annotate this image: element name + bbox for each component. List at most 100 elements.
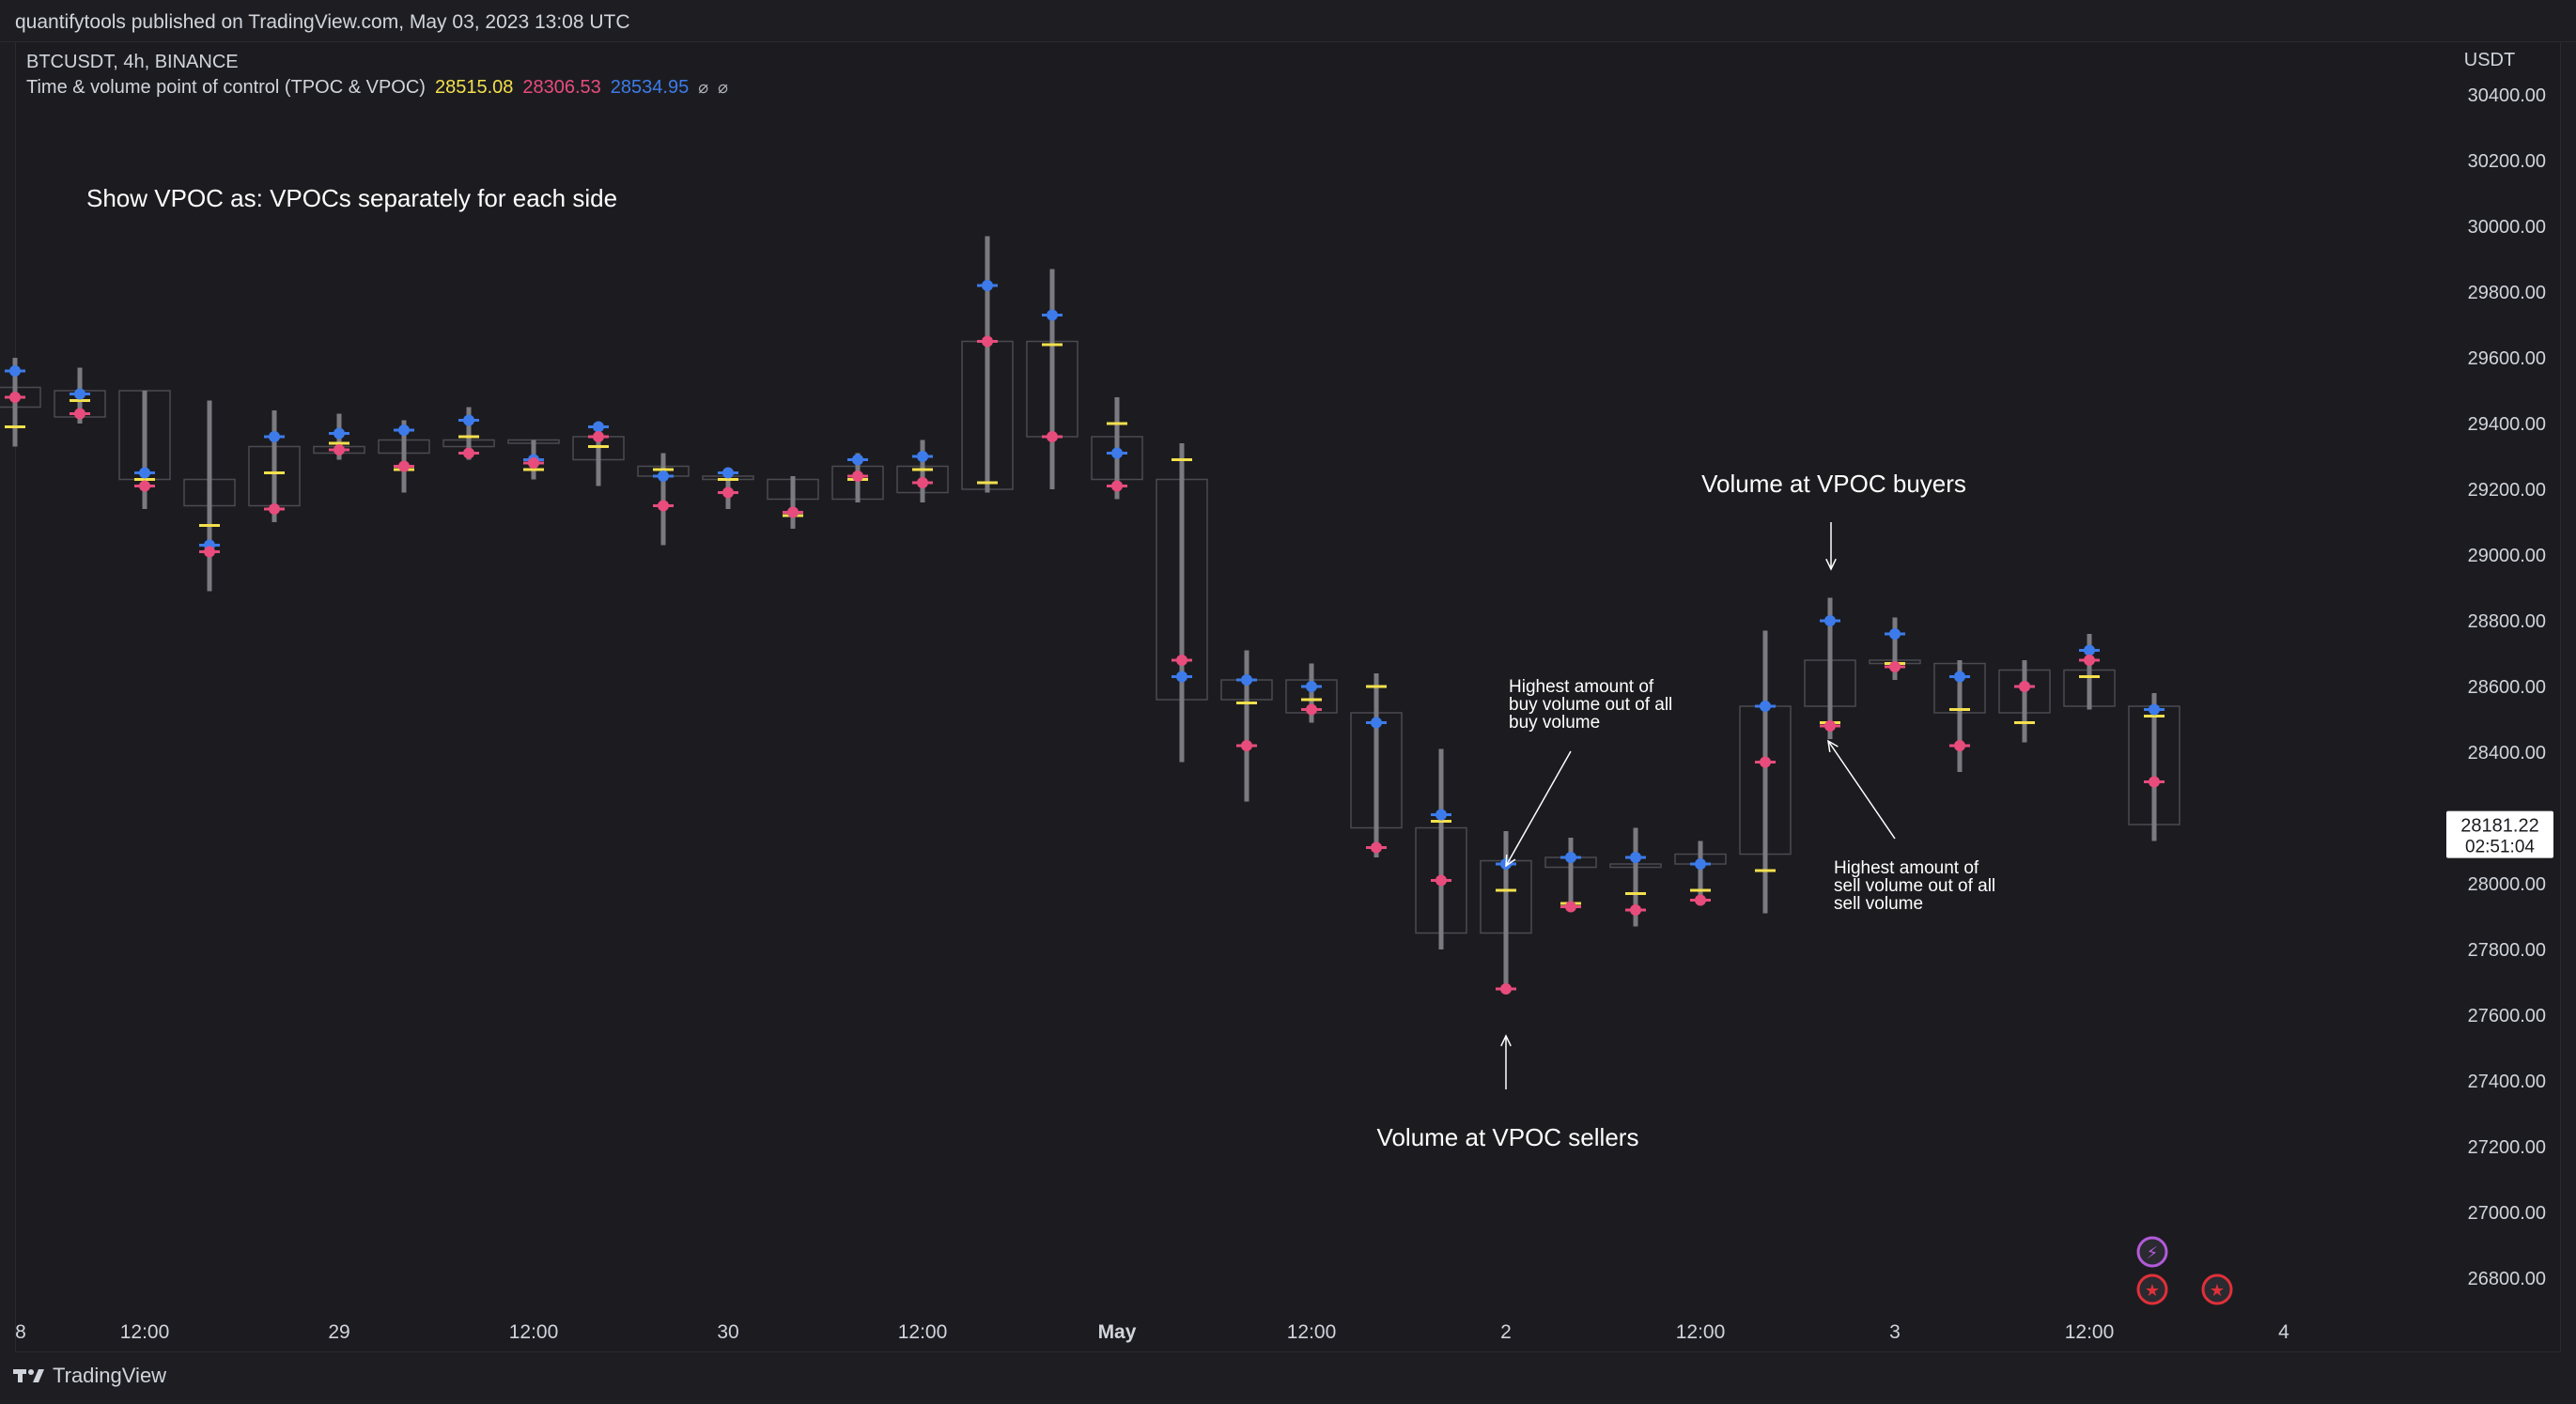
time-tick-label: 8 xyxy=(15,1321,26,1343)
time-tick-label: 3 xyxy=(1889,1321,1901,1343)
lightning-icon[interactable] xyxy=(2136,1236,2168,1268)
vpoc-sell-dot xyxy=(1954,740,1965,751)
vpoc-sell-dot xyxy=(1371,841,1382,854)
vpoc-sell-dot xyxy=(593,431,604,442)
footer-bar xyxy=(0,1352,2576,1404)
vpoc-buy-dot xyxy=(9,365,21,377)
price-tick-label: 26800.00 xyxy=(2468,1269,2546,1289)
indicator-legend[interactable]: Time & volume point of control (TPOC & V… xyxy=(26,77,728,99)
vpoc-sell-dot xyxy=(852,471,863,482)
vpoc-buy-dot xyxy=(1435,809,1447,821)
vpoc-sell-dot xyxy=(982,335,993,347)
price-tick-label: 30200.00 xyxy=(2468,151,2546,172)
currency-label: USDT xyxy=(2464,50,2515,70)
vpoc-sell-dot xyxy=(1435,874,1447,887)
sell-volume-note: sell volume out of all xyxy=(1834,876,1995,896)
sell-note-arrow xyxy=(1827,740,1896,840)
buy-volume-note: Highest amount of xyxy=(1509,677,1654,697)
annotations: Show VPOC as: VPOCs separately for each … xyxy=(86,184,2233,1305)
tradingview-logo[interactable]: TradingView xyxy=(13,1364,166,1388)
time-tick-label: 12:00 xyxy=(2065,1321,2115,1343)
hidden-value-icon: ⌀ xyxy=(698,78,709,97)
vpoc-buyers-annotation: Volume at VPOC buyers xyxy=(1701,470,1966,498)
vpoc-sell-dot xyxy=(9,392,21,403)
buy-volume-note: buy volume out of all xyxy=(1509,695,1672,715)
vpoc-sell-dot xyxy=(1695,894,1706,906)
tradingview-logo-icon xyxy=(13,1369,44,1382)
time-tick-label: 30 xyxy=(717,1321,738,1343)
tpoc-value: 28515.08 xyxy=(434,77,514,98)
sell-volume-note: sell volume xyxy=(1834,894,1923,914)
vpoc-buy-dot xyxy=(269,431,280,442)
vpoc-sell-dot xyxy=(1500,983,1512,995)
chart-frame[interactable] xyxy=(15,41,2561,1352)
time-tick-label: 2 xyxy=(1500,1321,1512,1343)
vpoc-buy-dot xyxy=(917,451,928,462)
price-tick-label: 27200.00 xyxy=(2468,1137,2546,1158)
vpoc-buy-dot xyxy=(1889,628,1901,640)
vpoc-buy-dot xyxy=(2149,703,2160,716)
vpoc-sell-dot xyxy=(917,477,928,488)
price-tick-label: 28400.00 xyxy=(2468,743,2546,764)
vpoc-buy-dot xyxy=(593,421,604,433)
vpoc-sell-dot xyxy=(1047,431,1058,442)
vpoc-buy-dot xyxy=(982,280,993,291)
vpoc-buy-dot xyxy=(722,467,734,479)
vpoc-buy-dot xyxy=(139,467,150,479)
vpoc-sell-dot xyxy=(528,457,539,469)
vpoc-sell-dot xyxy=(1760,756,1771,768)
price-tick-label: 28800.00 xyxy=(2468,611,2546,632)
vpoc-sell-dot xyxy=(204,546,215,558)
vpoc-sell-dot xyxy=(1111,480,1123,492)
vpoc-sell-dot xyxy=(2084,655,2095,666)
vpoc-buy-dot xyxy=(1047,309,1058,321)
buy-note-arrow-head xyxy=(1505,854,1516,868)
vpoc-buy-dot xyxy=(1630,852,1641,863)
us-flag-icon-glyph: ★ xyxy=(2145,1281,2160,1300)
current-price-label: 28181.22 xyxy=(2460,816,2538,837)
vpoc-buy-dot xyxy=(1111,447,1123,459)
vpoc-buy-dot xyxy=(1565,852,1576,863)
vpoc-sell-dot xyxy=(463,447,474,459)
current-price-box xyxy=(2446,810,2553,858)
price-tick-label: 28000.00 xyxy=(2468,874,2546,895)
candle-boxes xyxy=(0,340,2180,934)
us-flag-icon[interactable] xyxy=(2201,1273,2233,1305)
us-flag-icon-glyph: ★ xyxy=(2210,1281,2225,1300)
us-flag-icon[interactable] xyxy=(2136,1273,2168,1305)
vpoc-sell-dot xyxy=(334,444,345,455)
vpoc-buy-dot xyxy=(1954,671,1965,683)
price-tick-label: 29000.00 xyxy=(2468,546,2546,566)
symbol-line[interactable]: BTCUSDT, 4h, BINANCE xyxy=(26,52,239,72)
vpoc-buy-dot xyxy=(74,388,85,400)
vpoc-buy-dot xyxy=(1371,717,1382,729)
vpoc-buy-value: 28534.95 xyxy=(610,77,690,98)
brand-name: TradingView xyxy=(53,1364,167,1387)
time-tick-label: 12:00 xyxy=(898,1321,948,1343)
vpoc-sell-dot xyxy=(1824,720,1836,732)
price-tick-label: 27600.00 xyxy=(2468,1006,2546,1026)
sell-note-arrow-head xyxy=(1827,739,1839,752)
price-tick-label: 29800.00 xyxy=(2468,283,2546,303)
time-tick-label: 12:00 xyxy=(1676,1321,1726,1343)
vpoc-sell-dot xyxy=(1630,904,1641,916)
vpoc-buy-dot xyxy=(463,414,474,426)
publish-text: quantifytools published on TradingView.c… xyxy=(15,11,630,33)
buyers-arrow-head xyxy=(1825,558,1837,571)
countdown-label: 02:51:04 xyxy=(2465,838,2535,857)
time-tick-label: 12:00 xyxy=(509,1321,559,1343)
vpoc-sell-dot xyxy=(74,408,85,420)
time-tick-label: 4 xyxy=(2278,1321,2289,1343)
vpoc-sell-dot xyxy=(398,460,410,472)
buy-volume-note: buy volume xyxy=(1509,713,1600,733)
time-axis: 8 12:00 29 12:00 30 12:00 May 12:00 2 12:00 3 12:00… xyxy=(15,1321,2289,1343)
vpoc-buy-dot xyxy=(1695,858,1706,870)
vpoc-buy-dot xyxy=(1306,681,1317,692)
vpoc-sell-dot xyxy=(1241,740,1252,751)
price-tick-label: 29400.00 xyxy=(2468,414,2546,435)
vpoc-sell-dot xyxy=(1306,703,1317,716)
price-tick-label: 27800.00 xyxy=(2468,940,2546,961)
price-tick-label: 30000.00 xyxy=(2468,217,2546,238)
hidden-value-icon: ⌀ xyxy=(718,78,728,97)
